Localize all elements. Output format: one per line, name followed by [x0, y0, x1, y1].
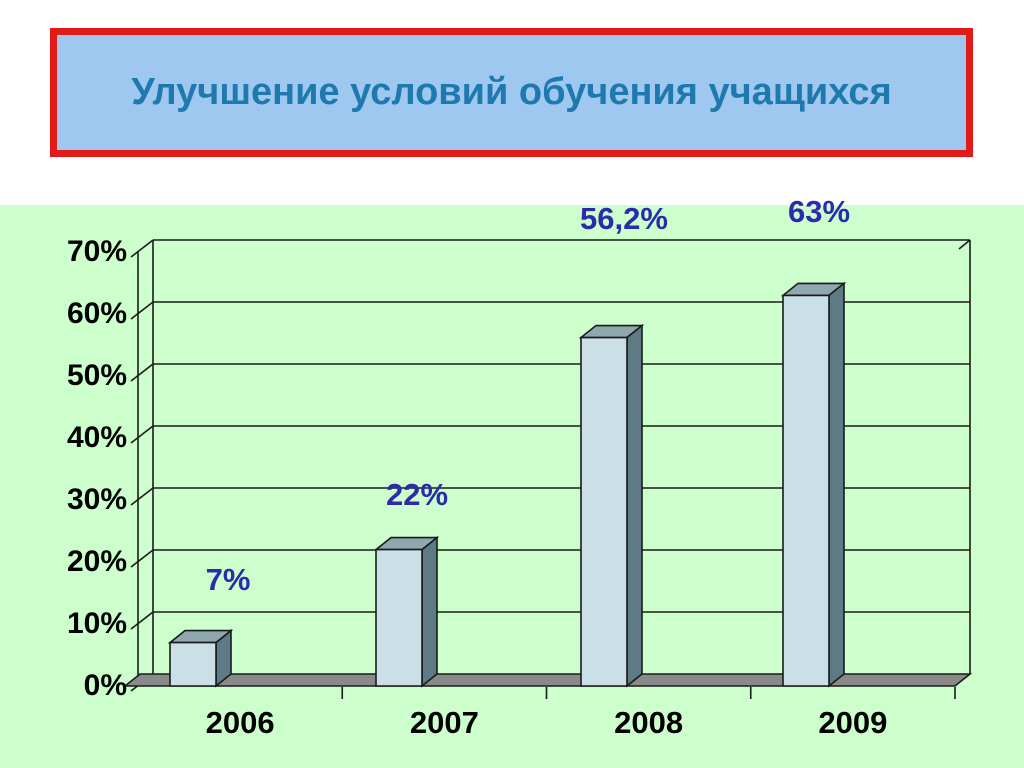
x-axis-label-2007: 2007: [409, 705, 479, 740]
bar-side-face: [421, 535, 438, 688]
bar-front-face: [375, 548, 423, 687]
y-axis-label-20: 20%: [66, 545, 127, 578]
y-axis-tick: [130, 611, 154, 630]
bar-2007: [373, 535, 440, 688]
bar-side-face: [828, 281, 845, 688]
x-axis-label-2009: 2009: [818, 705, 888, 740]
data-label-2008: 56,2%: [580, 201, 668, 236]
bar-front-face: [580, 336, 628, 687]
y-axis-label-70: 70%: [66, 235, 127, 268]
bar-2009: [780, 281, 847, 688]
y-axis-tick: [130, 487, 154, 506]
bar-front-face: [782, 294, 830, 687]
data-label-2007: 22%: [385, 477, 449, 512]
y-axis-tick: [130, 425, 154, 444]
y-axis-label-0: 0%: [83, 669, 127, 702]
y-axis-tick: [130, 301, 154, 320]
y-axis-label-30: 30%: [66, 483, 127, 516]
bar-front-face: [169, 641, 217, 687]
title-box: Улучшение условий обучения учащихся: [50, 28, 973, 157]
x-axis-label-2006: 2006: [205, 705, 275, 740]
y-axis-label-40: 40%: [66, 421, 127, 454]
y-axis-label-60: 60%: [66, 297, 127, 330]
wall-corner-edge: [958, 239, 971, 250]
bar-side-face: [626, 323, 643, 688]
bar-2006: [167, 628, 234, 688]
y-axis-tick: [130, 239, 154, 258]
x-axis-label-2008: 2008: [614, 705, 684, 740]
bar-2008: [578, 323, 645, 688]
slide-title: Улучшение условий обучения учащихся: [131, 71, 892, 113]
y-axis-label-10: 10%: [66, 607, 127, 640]
y-axis-tick: [130, 363, 154, 382]
floor: [122, 673, 973, 687]
data-label-2006: 7%: [205, 562, 251, 597]
data-label-2009: 63%: [787, 194, 851, 229]
y-axis-tick: [130, 549, 154, 568]
y-axis-label-50: 50%: [66, 359, 127, 392]
